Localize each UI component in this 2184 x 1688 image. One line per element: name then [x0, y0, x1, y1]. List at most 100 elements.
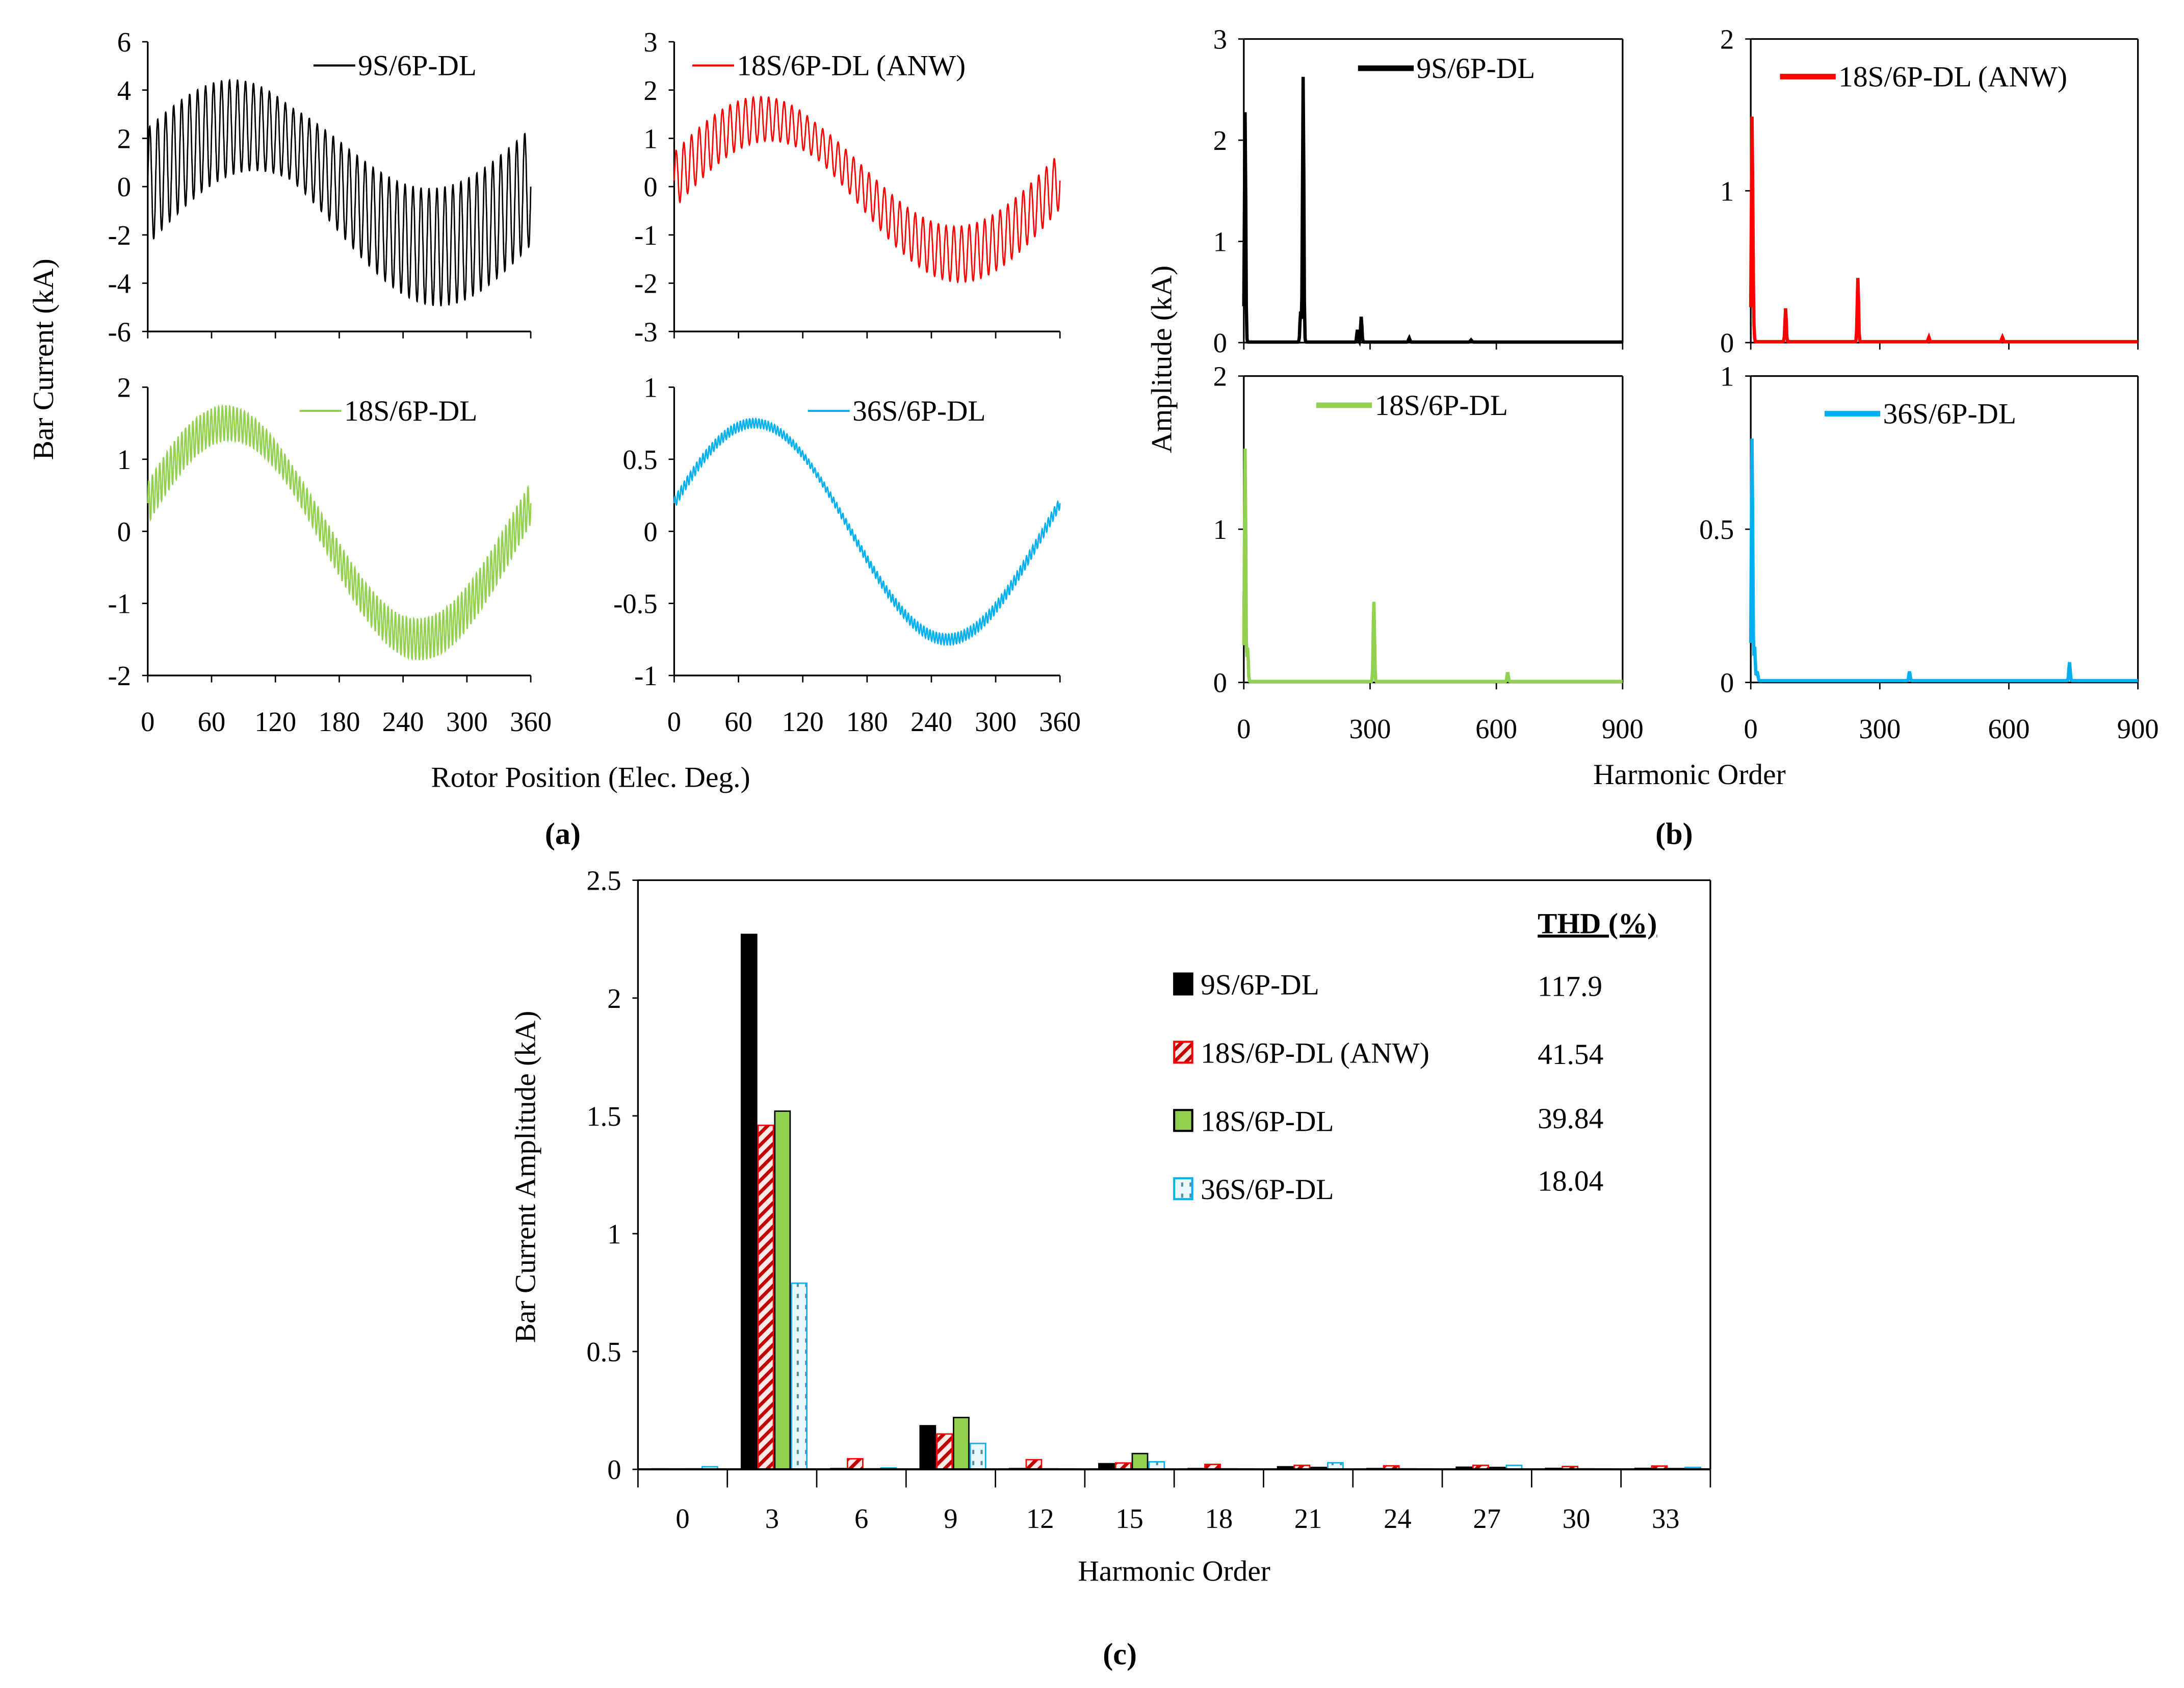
c-legend-label-3: 36S/6P-DL — [1201, 1174, 1334, 1206]
b-plot-3-xtick-label: 600 — [1988, 713, 2030, 744]
bar-9s-6p-dl-h3 — [740, 933, 758, 1470]
c-legend-thd-1: 41.54 — [1538, 1038, 1603, 1071]
a-plot-2-ytick-label: 2 — [117, 372, 131, 403]
a-plot-3-legend-label: 36S/6P-DL — [852, 395, 985, 427]
a-plot-2-xtick-label: 120 — [254, 706, 296, 737]
caption-b: (b) — [1655, 817, 1693, 851]
a-plot-3-xtick-label: 360 — [1039, 706, 1081, 737]
c-xtick-label: 0 — [675, 1503, 689, 1534]
c-xtick-label: 15 — [1115, 1503, 1143, 1534]
a-plot-2-xtick-label: 60 — [198, 706, 226, 737]
c-legend-label-1: 18S/6P-DL (ANW) — [1201, 1037, 1429, 1069]
thd-header: THD (%) — [1538, 907, 1657, 940]
c-plot-ytick-label: 2 — [607, 983, 621, 1014]
c-plot-ytick-label: 0 — [607, 1454, 621, 1485]
b-ylabel: Amplitude (kA) — [1146, 266, 1178, 453]
bar-18s-6p-dl-anw--h9 — [936, 1433, 953, 1470]
b-plot-1-ytick-label: 1 — [1720, 175, 1734, 206]
b-plot-0-ytick-label: 0 — [1213, 327, 1227, 358]
a-plot-3-series-line — [673, 417, 1061, 646]
bar-18s-6p-dl-anw--h3 — [757, 1124, 774, 1470]
b-plot-3-ytick-label: 0 — [1720, 667, 1734, 698]
a-plot-3-ytick-label: 0.5 — [622, 444, 657, 475]
a-plot-3-ytick-label: -0.5 — [613, 588, 657, 619]
b-plot-1-spectrum-line — [1749, 116, 2138, 344]
b-plot-0-spectrum-line — [1242, 76, 1623, 347]
a-plot-1-ytick-label: 3 — [643, 27, 657, 58]
a-plot-0-ytick-label: -2 — [108, 220, 132, 251]
a-plot-0-series-line — [147, 79, 532, 306]
b-plot-2-ytick-label: 0 — [1213, 667, 1227, 698]
a-plot-2-xtick-label: 180 — [318, 706, 360, 737]
bar-18s-6p-dl-h9 — [953, 1417, 970, 1470]
a-plot-3-ytick-label: 1 — [643, 372, 657, 403]
b-plot-3-xtick-label: 0 — [1744, 713, 1758, 744]
c-plot-ytick-label: 1 — [607, 1218, 621, 1250]
a-plot-3-ytick-label: 0 — [643, 516, 657, 547]
b-plot-2-ytick-label: 1 — [1213, 514, 1227, 545]
a-plot-2-xtick-label: 300 — [446, 706, 488, 737]
c-plot-ytick-label: 0.5 — [586, 1336, 621, 1367]
c-xtick-label: 9 — [944, 1503, 957, 1534]
b-plot-0-legend-label: 9S/6P-DL — [1417, 53, 1536, 85]
a-plot-3-xtick-label: 240 — [911, 706, 952, 737]
c-xtick-label: 30 — [1563, 1503, 1591, 1534]
c-xtick-label: 33 — [1652, 1503, 1680, 1534]
a-plot-3-xtick-label: 300 — [975, 706, 1017, 737]
c-xtick-label: 3 — [765, 1503, 779, 1534]
a-plot-3-xtick-label: 0 — [667, 706, 681, 737]
b-plot-3-spectrum-line — [1749, 438, 2138, 683]
a-plot-2-ytick-label: 0 — [117, 516, 131, 547]
b-plot-1-ytick-label: 2 — [1720, 24, 1734, 55]
a-plot-1-ytick-label: -3 — [634, 316, 658, 347]
a-plot-1-ytick-label: 1 — [643, 123, 657, 154]
c-legend-thd-2: 39.84 — [1538, 1103, 1603, 1135]
c-legend-swatch-1 — [1173, 1041, 1193, 1064]
b-plot-2-xtick-label: 0 — [1237, 713, 1251, 744]
c-xlabel: Harmonic Order — [1078, 1555, 1270, 1588]
bar-18s-6p-dl-anw--h6 — [846, 1458, 864, 1470]
c-plot-ytick-label: 1.5 — [586, 1101, 621, 1132]
a-plot-2-xtick-label: 240 — [382, 706, 424, 737]
a-plot-2-ytick-label: -1 — [108, 588, 132, 619]
b-plot-0-ytick-label: 3 — [1213, 24, 1227, 55]
a-plot-1-ytick-label: 0 — [643, 171, 657, 202]
c-xtick-label: 21 — [1294, 1503, 1322, 1534]
a-plot-1-series-line — [673, 95, 1061, 284]
a-plot-1-legend-label: 18S/6P-DL (ANW) — [737, 50, 966, 82]
c-legend-thd-3: 18.04 — [1538, 1165, 1603, 1198]
a-plot-1-ytick-label: 2 — [643, 75, 657, 106]
c-xtick-label: 24 — [1384, 1503, 1412, 1534]
bar-18s-6p-dl-h15 — [1131, 1452, 1149, 1470]
c-xtick-label: 27 — [1473, 1503, 1501, 1534]
a-plot-2-ytick-label: -2 — [108, 660, 132, 691]
a-plot-2-ytick-label: 1 — [117, 444, 131, 475]
bar-36s-6p-dl-h9 — [969, 1442, 986, 1470]
a-plot-0-ytick-label: 4 — [117, 75, 131, 106]
a-plot-0-ytick-label: -6 — [108, 316, 132, 347]
a-plot-2-legend-label: 18S/6P-DL — [344, 395, 477, 427]
b-plot-3-xtick-label: 900 — [2117, 713, 2159, 744]
b-plot-1-legend-label: 18S/6P-DL (ANW) — [1838, 61, 2067, 93]
c-legend-label-0: 9S/6P-DL — [1201, 969, 1319, 1001]
a-plot-0-legend-label: 9S/6P-DL — [358, 50, 477, 82]
a-plot-3-xtick-label: 60 — [724, 706, 752, 737]
a-ylabel: Bar Current (kA) — [28, 258, 60, 460]
b-plot-3-legend-label: 36S/6P-DL — [1883, 398, 2016, 430]
b-plot-2-legend-label: 18S/6P-DL — [1375, 389, 1508, 422]
a-xlabel: Rotor Position (Elec. Deg.) — [431, 761, 750, 793]
a-plot-0-ytick-label: 2 — [117, 123, 131, 154]
b-plot-2-spectrum-line — [1242, 448, 1623, 683]
a-plot-1-ytick-label: -2 — [634, 268, 658, 299]
b-plot-1-ytick-label: 0 — [1720, 327, 1734, 358]
a-plot-3-xtick-label: 120 — [782, 706, 824, 737]
bar-9s-6p-dl-h9 — [919, 1425, 937, 1470]
b-plot-2-xtick-label: 900 — [1602, 713, 1644, 744]
bar-18s-6p-dl-h3 — [774, 1110, 791, 1470]
c-plot-ytick-label: 2.5 — [586, 865, 621, 896]
a-plot-2-series-line — [147, 404, 532, 661]
b-plot-3-xtick-label: 300 — [1859, 713, 1901, 744]
caption-c: (c) — [1103, 1638, 1137, 1672]
c-xtick-label: 12 — [1026, 1503, 1054, 1534]
